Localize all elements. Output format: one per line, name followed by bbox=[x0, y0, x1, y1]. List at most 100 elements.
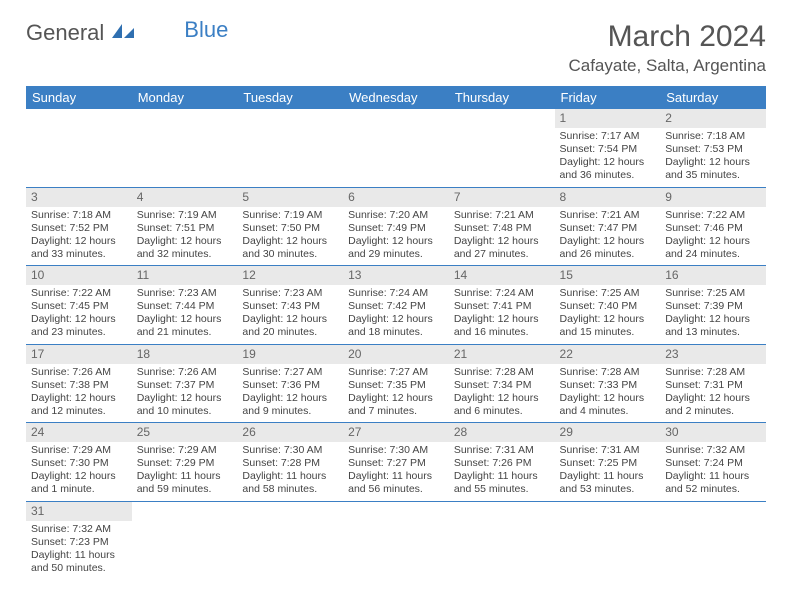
sunrise-text: Sunrise: 7:25 AM bbox=[560, 287, 656, 300]
weekday-header: Wednesday bbox=[343, 86, 449, 109]
sunset-text: Sunset: 7:31 PM bbox=[665, 379, 761, 392]
day-number: 8 bbox=[555, 188, 661, 207]
day-number: 12 bbox=[237, 266, 343, 285]
logo-text-blue: Blue bbox=[184, 17, 228, 43]
day-content: Sunrise: 7:17 AMSunset: 7:54 PMDaylight:… bbox=[555, 128, 661, 187]
daylight-text: Daylight: 12 hours and 6 minutes. bbox=[454, 392, 550, 418]
calendar-day-cell: 31Sunrise: 7:32 AMSunset: 7:23 PMDayligh… bbox=[26, 501, 132, 579]
sunset-text: Sunset: 7:23 PM bbox=[31, 536, 127, 549]
daylight-text: Daylight: 11 hours and 59 minutes. bbox=[137, 470, 233, 496]
sunrise-text: Sunrise: 7:27 AM bbox=[242, 366, 338, 379]
calendar-day-cell: 17Sunrise: 7:26 AMSunset: 7:38 PMDayligh… bbox=[26, 344, 132, 423]
day-content: Sunrise: 7:32 AMSunset: 7:23 PMDaylight:… bbox=[26, 521, 132, 580]
weekday-header: Tuesday bbox=[237, 86, 343, 109]
calendar-empty-cell bbox=[449, 501, 555, 579]
sunset-text: Sunset: 7:50 PM bbox=[242, 222, 338, 235]
day-number: 4 bbox=[132, 188, 238, 207]
calendar-day-cell: 22Sunrise: 7:28 AMSunset: 7:33 PMDayligh… bbox=[555, 344, 661, 423]
location-label: Cafayate, Salta, Argentina bbox=[568, 56, 766, 76]
calendar-day-cell: 9Sunrise: 7:22 AMSunset: 7:46 PMDaylight… bbox=[660, 187, 766, 266]
calendar-day-cell: 26Sunrise: 7:30 AMSunset: 7:28 PMDayligh… bbox=[237, 423, 343, 502]
sunset-text: Sunset: 7:53 PM bbox=[665, 143, 761, 156]
calendar-day-cell: 23Sunrise: 7:28 AMSunset: 7:31 PMDayligh… bbox=[660, 344, 766, 423]
calendar-day-cell: 4Sunrise: 7:19 AMSunset: 7:51 PMDaylight… bbox=[132, 187, 238, 266]
sunset-text: Sunset: 7:49 PM bbox=[348, 222, 444, 235]
sunrise-text: Sunrise: 7:22 AM bbox=[31, 287, 127, 300]
day-content: Sunrise: 7:31 AMSunset: 7:25 PMDaylight:… bbox=[555, 442, 661, 501]
day-number: 31 bbox=[26, 502, 132, 521]
day-number: 30 bbox=[660, 423, 766, 442]
weekday-header: Friday bbox=[555, 86, 661, 109]
day-number: 25 bbox=[132, 423, 238, 442]
sunrise-text: Sunrise: 7:21 AM bbox=[560, 209, 656, 222]
sunrise-text: Sunrise: 7:23 AM bbox=[137, 287, 233, 300]
daylight-text: Daylight: 12 hours and 10 minutes. bbox=[137, 392, 233, 418]
day-content: Sunrise: 7:22 AMSunset: 7:46 PMDaylight:… bbox=[660, 207, 766, 266]
calendar-day-cell: 7Sunrise: 7:21 AMSunset: 7:48 PMDaylight… bbox=[449, 187, 555, 266]
sunrise-text: Sunrise: 7:25 AM bbox=[665, 287, 761, 300]
day-number: 24 bbox=[26, 423, 132, 442]
calendar-day-cell: 21Sunrise: 7:28 AMSunset: 7:34 PMDayligh… bbox=[449, 344, 555, 423]
day-content: Sunrise: 7:24 AMSunset: 7:42 PMDaylight:… bbox=[343, 285, 449, 344]
day-number: 17 bbox=[26, 345, 132, 364]
day-number: 14 bbox=[449, 266, 555, 285]
sunrise-text: Sunrise: 7:28 AM bbox=[665, 366, 761, 379]
day-number: 3 bbox=[26, 188, 132, 207]
day-content: Sunrise: 7:20 AMSunset: 7:49 PMDaylight:… bbox=[343, 207, 449, 266]
sunrise-text: Sunrise: 7:30 AM bbox=[348, 444, 444, 457]
sunset-text: Sunset: 7:29 PM bbox=[137, 457, 233, 470]
calendar-day-cell: 6Sunrise: 7:20 AMSunset: 7:49 PMDaylight… bbox=[343, 187, 449, 266]
calendar-empty-cell bbox=[343, 501, 449, 579]
sunrise-text: Sunrise: 7:18 AM bbox=[665, 130, 761, 143]
calendar-day-cell: 3Sunrise: 7:18 AMSunset: 7:52 PMDaylight… bbox=[26, 187, 132, 266]
calendar-day-cell: 5Sunrise: 7:19 AMSunset: 7:50 PMDaylight… bbox=[237, 187, 343, 266]
day-content: Sunrise: 7:26 AMSunset: 7:38 PMDaylight:… bbox=[26, 364, 132, 423]
calendar-day-cell: 11Sunrise: 7:23 AMSunset: 7:44 PMDayligh… bbox=[132, 266, 238, 345]
day-content: Sunrise: 7:19 AMSunset: 7:51 PMDaylight:… bbox=[132, 207, 238, 266]
day-content: Sunrise: 7:25 AMSunset: 7:40 PMDaylight:… bbox=[555, 285, 661, 344]
sunrise-text: Sunrise: 7:19 AM bbox=[242, 209, 338, 222]
sunset-text: Sunset: 7:44 PM bbox=[137, 300, 233, 313]
sunrise-text: Sunrise: 7:26 AM bbox=[31, 366, 127, 379]
day-content: Sunrise: 7:25 AMSunset: 7:39 PMDaylight:… bbox=[660, 285, 766, 344]
sunset-text: Sunset: 7:38 PM bbox=[31, 379, 127, 392]
calendar-row: 17Sunrise: 7:26 AMSunset: 7:38 PMDayligh… bbox=[26, 344, 766, 423]
calendar-empty-cell bbox=[343, 109, 449, 187]
day-content: Sunrise: 7:27 AMSunset: 7:36 PMDaylight:… bbox=[237, 364, 343, 423]
calendar-day-cell: 2Sunrise: 7:18 AMSunset: 7:53 PMDaylight… bbox=[660, 109, 766, 187]
daylight-text: Daylight: 12 hours and 1 minute. bbox=[31, 470, 127, 496]
day-number: 5 bbox=[237, 188, 343, 207]
daylight-text: Daylight: 12 hours and 33 minutes. bbox=[31, 235, 127, 261]
sunset-text: Sunset: 7:46 PM bbox=[665, 222, 761, 235]
calendar-day-cell: 8Sunrise: 7:21 AMSunset: 7:47 PMDaylight… bbox=[555, 187, 661, 266]
day-number: 26 bbox=[237, 423, 343, 442]
sunset-text: Sunset: 7:39 PM bbox=[665, 300, 761, 313]
calendar-body: 1Sunrise: 7:17 AMSunset: 7:54 PMDaylight… bbox=[26, 109, 766, 579]
calendar-empty-cell bbox=[132, 109, 238, 187]
sunset-text: Sunset: 7:47 PM bbox=[560, 222, 656, 235]
page-header: General Blue March 2024 Cafayate, Salta,… bbox=[26, 20, 766, 76]
daylight-text: Daylight: 12 hours and 26 minutes. bbox=[560, 235, 656, 261]
sunset-text: Sunset: 7:51 PM bbox=[137, 222, 233, 235]
sunrise-text: Sunrise: 7:20 AM bbox=[348, 209, 444, 222]
daylight-text: Daylight: 12 hours and 12 minutes. bbox=[31, 392, 127, 418]
calendar-day-cell: 13Sunrise: 7:24 AMSunset: 7:42 PMDayligh… bbox=[343, 266, 449, 345]
sunset-text: Sunset: 7:54 PM bbox=[560, 143, 656, 156]
daylight-text: Daylight: 12 hours and 13 minutes. bbox=[665, 313, 761, 339]
daylight-text: Daylight: 12 hours and 16 minutes. bbox=[454, 313, 550, 339]
day-number: 29 bbox=[555, 423, 661, 442]
day-content: Sunrise: 7:21 AMSunset: 7:47 PMDaylight:… bbox=[555, 207, 661, 266]
calendar-day-cell: 14Sunrise: 7:24 AMSunset: 7:41 PMDayligh… bbox=[449, 266, 555, 345]
calendar-day-cell: 10Sunrise: 7:22 AMSunset: 7:45 PMDayligh… bbox=[26, 266, 132, 345]
calendar-row: 31Sunrise: 7:32 AMSunset: 7:23 PMDayligh… bbox=[26, 501, 766, 579]
calendar-day-cell: 27Sunrise: 7:30 AMSunset: 7:27 PMDayligh… bbox=[343, 423, 449, 502]
daylight-text: Daylight: 11 hours and 56 minutes. bbox=[348, 470, 444, 496]
sunrise-text: Sunrise: 7:28 AM bbox=[560, 366, 656, 379]
sunset-text: Sunset: 7:25 PM bbox=[560, 457, 656, 470]
calendar-day-cell: 12Sunrise: 7:23 AMSunset: 7:43 PMDayligh… bbox=[237, 266, 343, 345]
day-content: Sunrise: 7:28 AMSunset: 7:31 PMDaylight:… bbox=[660, 364, 766, 423]
calendar-empty-cell bbox=[449, 109, 555, 187]
sunset-text: Sunset: 7:42 PM bbox=[348, 300, 444, 313]
sunset-text: Sunset: 7:28 PM bbox=[242, 457, 338, 470]
day-number: 21 bbox=[449, 345, 555, 364]
